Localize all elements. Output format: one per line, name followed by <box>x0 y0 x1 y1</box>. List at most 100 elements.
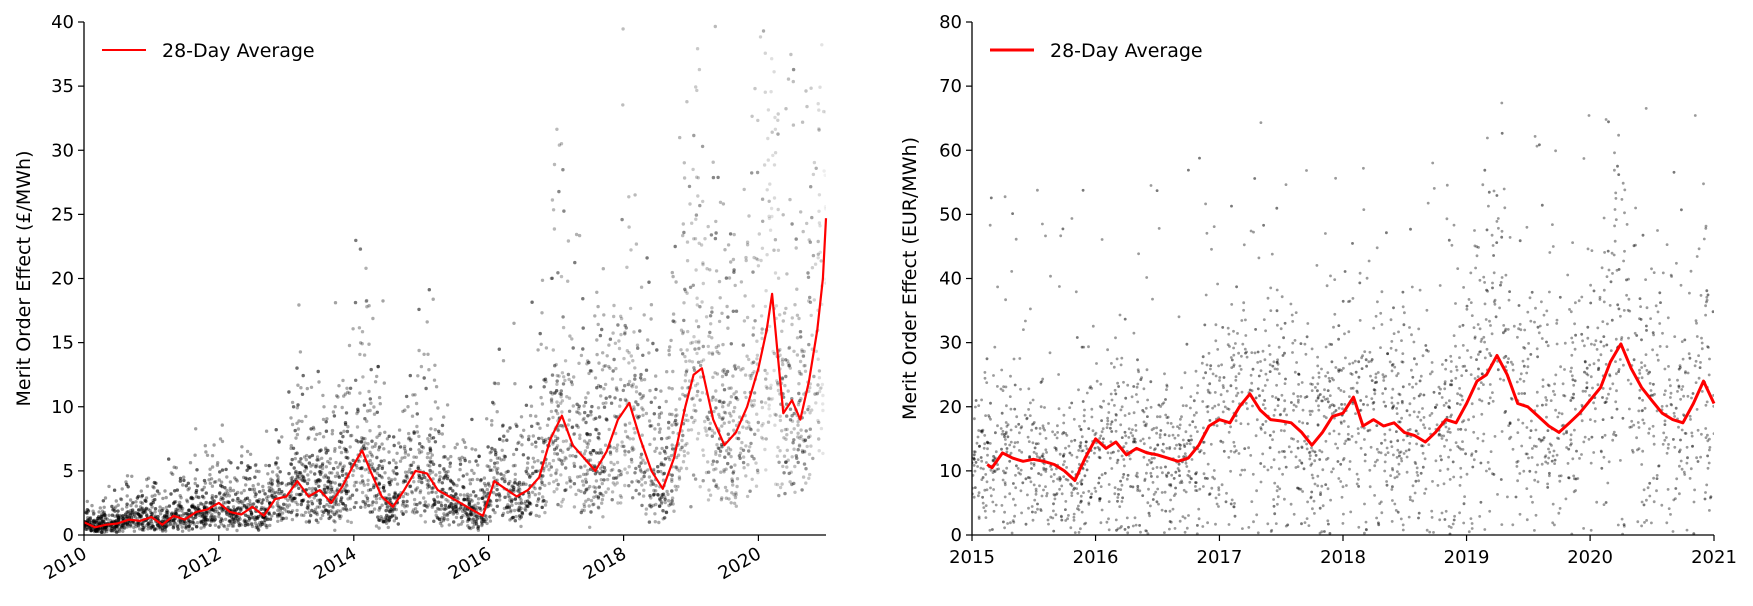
scatter-point <box>436 500 441 504</box>
scatter-point <box>687 184 692 189</box>
scatter-point <box>749 374 754 378</box>
scatter-point <box>549 398 554 402</box>
scatter-point <box>199 501 203 505</box>
scatter-point <box>606 487 610 491</box>
scatter-point <box>721 416 725 420</box>
scatter-point <box>197 513 201 518</box>
scatter-point <box>200 519 205 523</box>
scatter-point <box>127 515 131 520</box>
scatter-point <box>330 480 334 484</box>
scatter-point <box>89 528 94 532</box>
scatter-point <box>652 488 656 493</box>
scatter-point <box>403 451 408 455</box>
scatter-point <box>202 485 206 489</box>
scatter-point <box>315 505 319 509</box>
scatter-point <box>714 406 718 410</box>
scatter-point <box>366 488 371 493</box>
scatter-point <box>427 288 431 292</box>
scatter-point <box>225 527 229 531</box>
scatter-point <box>534 440 538 444</box>
scatter-point <box>457 478 461 482</box>
scatter-point <box>307 435 311 440</box>
scatter-point <box>132 514 136 519</box>
scatter-point <box>234 477 238 482</box>
scatter-point <box>567 418 572 422</box>
scatter-point <box>286 498 290 502</box>
scatter-point <box>209 518 214 522</box>
scatter-point <box>632 405 636 409</box>
scatter-point <box>579 489 583 494</box>
scatter-point <box>306 437 310 441</box>
scatter-point <box>90 519 94 523</box>
scatter-point <box>601 401 605 406</box>
scatter-point <box>236 517 240 522</box>
scatter-point <box>768 324 772 329</box>
scatter-point <box>188 519 192 524</box>
scatter-point <box>784 374 788 379</box>
scatter-point <box>596 383 601 388</box>
scatter-point <box>330 471 334 475</box>
scatter-point <box>682 318 686 323</box>
scatter-point <box>692 368 697 372</box>
scatter-point <box>324 475 329 479</box>
scatter-point <box>528 475 532 479</box>
scatter-point <box>297 492 301 497</box>
scatter-point <box>301 463 305 467</box>
scatter-point <box>292 466 296 470</box>
scatter-point <box>529 385 533 389</box>
scatter-point <box>749 441 753 446</box>
scatter-point <box>412 430 416 434</box>
scatter-point <box>182 478 186 483</box>
scatter-point <box>823 207 826 211</box>
scatter-point <box>683 418 688 422</box>
scatter-point <box>309 427 313 431</box>
scatter-point <box>617 474 621 478</box>
scatter-point <box>755 468 760 472</box>
scatter-point <box>380 475 384 480</box>
scatter-point <box>149 519 154 524</box>
scatter-point <box>663 497 667 502</box>
scatter-point <box>554 389 559 393</box>
scatter-point <box>427 368 431 372</box>
scatter-point <box>772 368 776 373</box>
scatter-point <box>249 511 254 515</box>
scatter-point <box>681 433 685 438</box>
scatter-point <box>381 486 386 490</box>
scatter-point <box>574 492 578 497</box>
scatter-point <box>384 519 388 523</box>
scatter-point <box>686 418 690 423</box>
scatter-point <box>477 454 481 458</box>
scatter-point <box>448 461 452 465</box>
scatter-point <box>458 493 463 497</box>
scatter-point <box>169 492 173 496</box>
scatter-point <box>732 270 736 274</box>
scatter-point <box>817 420 821 425</box>
scatter-point <box>278 470 282 474</box>
scatter-point <box>223 486 227 490</box>
scatter-point <box>112 527 117 531</box>
scatter-point <box>455 511 459 515</box>
scatter-point <box>559 395 563 399</box>
scatter-point <box>799 372 804 376</box>
scatter-point <box>776 388 781 393</box>
scatter-point <box>609 460 613 465</box>
scatter-point <box>592 417 596 421</box>
scatter-point <box>94 528 98 532</box>
scatter-point <box>303 469 307 473</box>
scatter-point <box>589 510 593 514</box>
scatter-point <box>381 486 386 490</box>
scatter-point <box>553 391 557 395</box>
scatter-point <box>787 364 791 368</box>
scatter-point <box>513 519 517 523</box>
scatter-point <box>459 522 463 526</box>
scatter-point <box>637 464 641 468</box>
scatter-point <box>208 473 212 477</box>
scatter-point <box>462 456 467 461</box>
scatter-point <box>670 387 674 391</box>
scatter-point <box>772 248 776 252</box>
scatter-point <box>600 368 605 372</box>
scatter-point <box>405 476 410 480</box>
scatter-point <box>439 495 444 499</box>
scatter-point <box>802 349 806 354</box>
scatter-point <box>753 319 757 323</box>
